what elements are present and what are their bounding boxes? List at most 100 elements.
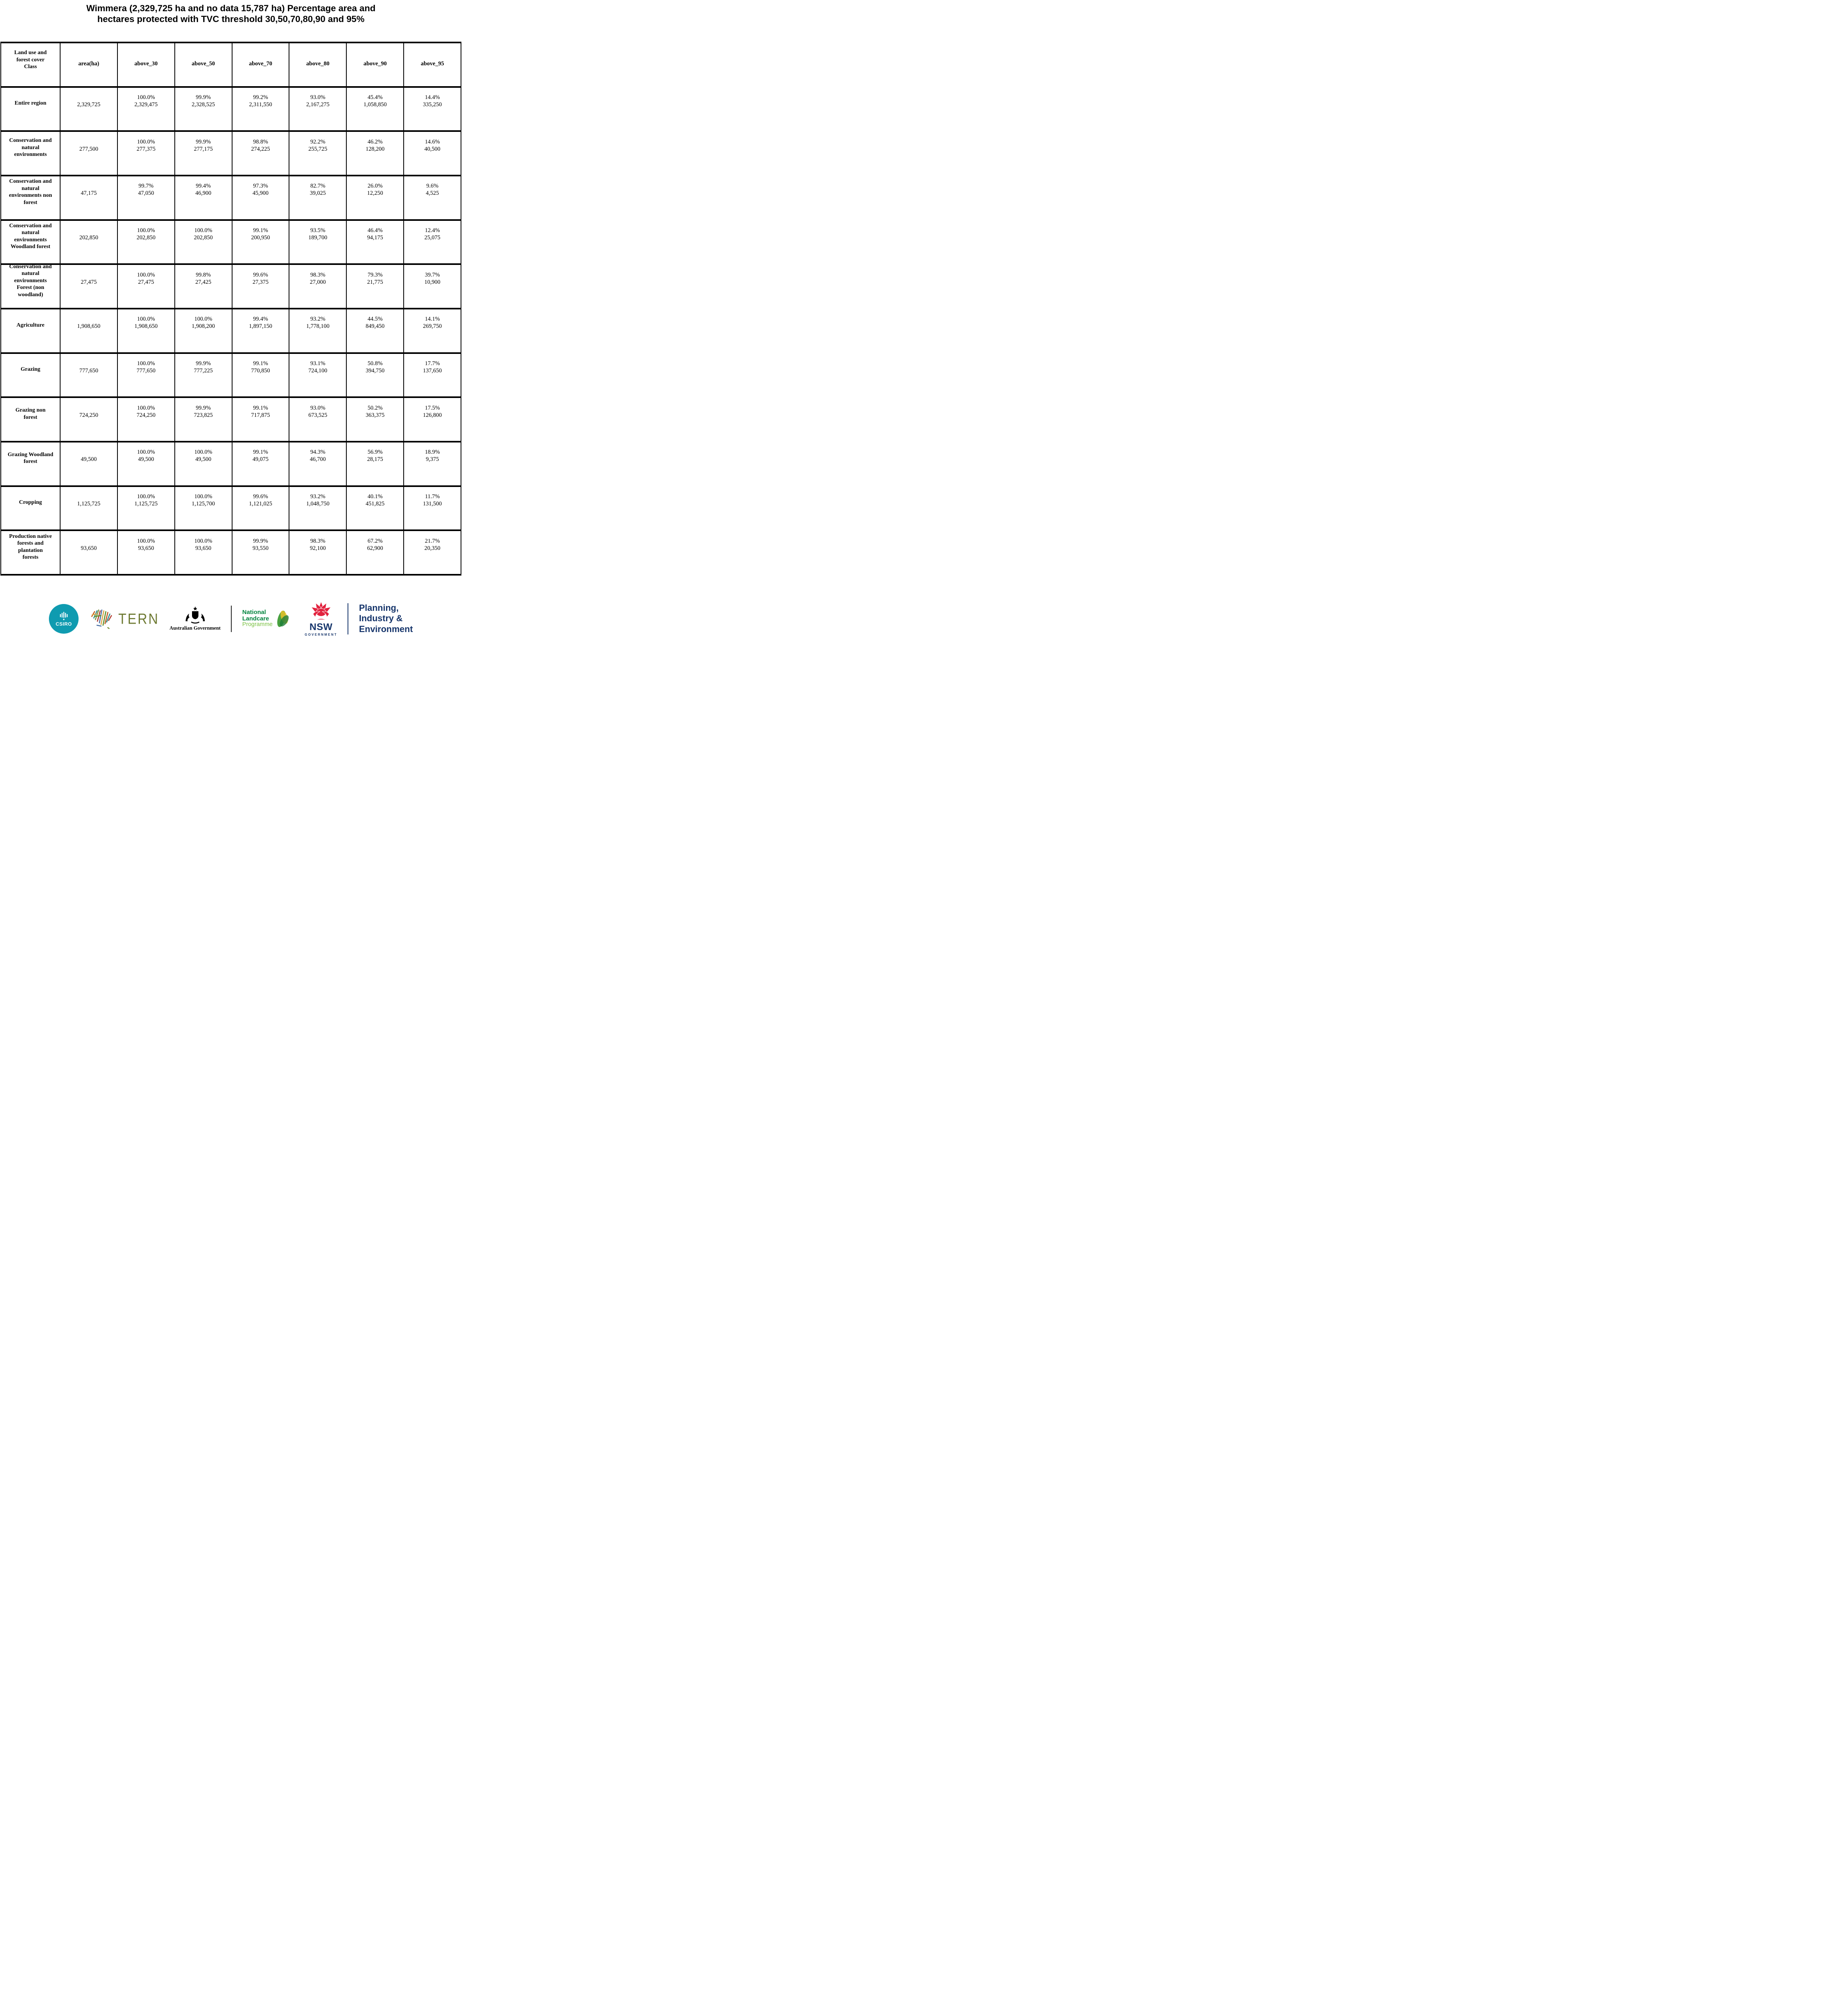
value-cell-above-50: 99.4% 46,900	[175, 176, 232, 219]
value-cell-above-80: 94.3% 46,700	[289, 442, 346, 485]
value-cell-above-90: 67.2% 62,900	[347, 531, 404, 574]
value-cell-above-90: 50.8% 394,750	[347, 354, 404, 397]
value-cell-above-95: 21.7% 20,350	[404, 531, 461, 574]
nsw-label: NSW	[309, 622, 333, 632]
planning-industry-environment-logo: Planning, Industry & Environment	[359, 602, 413, 634]
value-cell-above-80: 93.1% 724,100	[289, 354, 346, 397]
value-cell-above-70: 99.9% 93,550	[232, 531, 289, 574]
header-cell-area(ha): area(ha)	[61, 43, 117, 86]
tern-label: TERN	[118, 610, 159, 627]
value-cell-above-70: 98.8% 274,225	[232, 132, 289, 175]
value-cell-above-70: 99.1% 770,850	[232, 354, 289, 397]
landcare-label: National Landcare Programme	[242, 609, 273, 628]
page-title-line2: hectares protected with TVC threshold 30…	[97, 14, 365, 24]
value-cell-above-95: 17.7% 137,650	[404, 354, 461, 397]
value-cell-above-70: 99.1% 717,875	[232, 398, 289, 441]
tern-map-icon	[91, 609, 112, 629]
value-cell-above-70: 99.1% 49,075	[232, 442, 289, 485]
row-label: Production native forests and plantation fo…	[1, 531, 60, 574]
value-cell-above-80: 93.0% 673,525	[289, 398, 346, 441]
value-cell-above-95: 11.7% 131,500	[404, 487, 461, 530]
tern-logo: TERN	[89, 608, 159, 630]
value-cell-above-50: 99.9% 777,225	[175, 354, 232, 397]
value-cell-above-50: 99.9% 277,175	[175, 132, 232, 175]
area-cell: 49,500	[61, 442, 117, 485]
value-cell-above-80: 98.3% 27,000	[289, 265, 346, 308]
value-cell-above-95: 12.4% 25,075	[404, 220, 461, 264]
header-cell-above_95: above_95	[404, 43, 461, 86]
value-cell-above-80: 92.2% 255,725	[289, 132, 346, 175]
area-cell: 724,250	[61, 398, 117, 441]
csiro-icon	[60, 612, 68, 620]
value-cell-above-30: 100.0% 27,475	[117, 265, 174, 308]
value-cell-above-95: 14.4% 335,250	[404, 87, 461, 131]
header-cell-above_70: above_70	[232, 43, 289, 86]
nsw-government-logo: NSW GOVERNMENT	[305, 601, 337, 636]
landcare-leaf-icon	[277, 610, 289, 627]
value-cell-above-90: 46.4% 94,175	[347, 220, 404, 264]
header-cell-above_30: above_30	[117, 43, 174, 86]
header-cell-above_50: above_50	[175, 43, 232, 86]
value-cell-above-90: 56.9% 28,175	[347, 442, 404, 485]
value-cell-above-80: 98.3% 92,100	[289, 531, 346, 574]
row-label: Entire region	[1, 87, 60, 131]
value-cell-above-90: 46.2% 128,200	[347, 132, 404, 175]
value-cell-above-50: 100.0% 93,650	[175, 531, 232, 574]
value-cell-above-70: 99.1% 200,950	[232, 220, 289, 264]
area-cell: 27,475	[61, 265, 117, 308]
value-cell-above-50: 100.0% 202,850	[175, 220, 232, 264]
divider	[231, 605, 232, 632]
value-cell-above-95: 18.9% 9,375	[404, 442, 461, 485]
value-cell-above-80: 93.2% 1,778,100	[289, 309, 346, 352]
value-cell-above-30: 100.0% 277,375	[117, 132, 174, 175]
page-title-line1: Wimmera (2,329,725 ha and no data 15,787…	[86, 3, 376, 13]
csiro-label: CSIRO	[55, 621, 72, 627]
value-cell-above-90: 44.5% 849,450	[347, 309, 404, 352]
value-cell-above-30: 100.0% 1,125,725	[117, 487, 174, 530]
nsw-sublabel: GOVERNMENT	[305, 633, 338, 636]
value-cell-above-50: 99.9% 723,825	[175, 398, 232, 441]
value-cell-above-70: 99.2% 2,311,550	[232, 87, 289, 131]
area-cell: 202,850	[61, 220, 117, 264]
value-cell-above-70: 99.4% 1,897,150	[232, 309, 289, 352]
area-cell: 777,650	[61, 354, 117, 397]
value-cell-above-50: 99.9% 2,328,525	[175, 87, 232, 131]
area-cell: 1,125,725	[61, 487, 117, 530]
area-cell: 2,329,725	[61, 87, 117, 131]
value-cell-above-50: 100.0% 1,908,200	[175, 309, 232, 352]
row-label: Conservation and natural environments non f…	[1, 176, 60, 219]
row-label: Conservation and natural environments Fores…	[1, 264, 60, 308]
page-title: Wimmera (2,329,725 ha and no data 15,787…	[0, 3, 462, 24]
value-cell-above-80: 82.7% 39,025	[289, 176, 346, 219]
value-cell-above-70: 99.6% 27,375	[232, 265, 289, 308]
value-cell-above-80: 93.2% 1,048,750	[289, 487, 346, 530]
row-label: Grazing	[1, 354, 60, 397]
value-cell-above-30: 99.7% 47,050	[117, 176, 174, 219]
header-cell-above_90: above_90	[347, 43, 404, 86]
value-cell-above-70: 99.6% 1,121,025	[232, 487, 289, 530]
value-cell-above-50: 100.0% 49,500	[175, 442, 232, 485]
land-use-table: Land use and forest cover Class area(ha) abo…	[0, 42, 461, 576]
value-cell-above-95: 9.6% 4,525	[404, 176, 461, 219]
value-cell-above-50: 100.0% 1,125,700	[175, 487, 232, 530]
value-cell-above-90: 40.1% 451,825	[347, 487, 404, 530]
area-cell: 1,908,650	[61, 309, 117, 352]
value-cell-above-95: 14.6% 40,500	[404, 132, 461, 175]
value-cell-above-30: 100.0% 777,650	[117, 354, 174, 397]
value-cell-above-90: 79.3% 21,775	[347, 265, 404, 308]
row-label: Agriculture	[1, 309, 60, 352]
nsw-waratah-icon	[311, 601, 332, 620]
csiro-logo: CSIRO	[49, 604, 79, 634]
value-cell-above-30: 100.0% 724,250	[117, 398, 174, 441]
header-cell-class: Land use and forest cover Class	[1, 43, 60, 86]
value-cell-above-90: 45.4% 1,058,850	[347, 87, 404, 131]
area-cell: 93,650	[61, 531, 117, 574]
national-landcare-logo: National Landcare Programme	[242, 607, 294, 630]
value-cell-above-30: 100.0% 1,908,650	[117, 309, 174, 352]
area-cell: 277,500	[61, 132, 117, 175]
australian-government-label: Australian Government	[169, 625, 221, 631]
area-cell: 47,175	[61, 176, 117, 219]
row-label: Grazing Woodland forest	[1, 442, 60, 485]
value-cell-above-95: 39.7% 10,900	[404, 265, 461, 308]
value-cell-above-80: 93.5% 189,700	[289, 220, 346, 264]
